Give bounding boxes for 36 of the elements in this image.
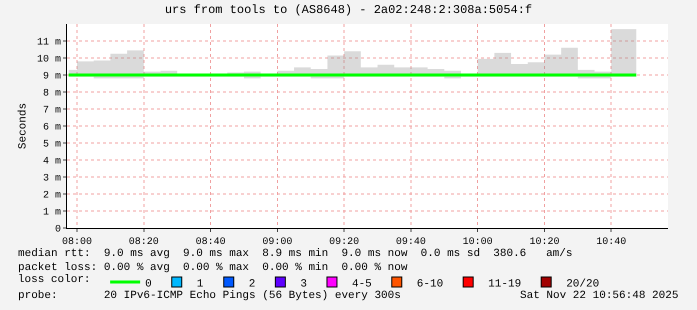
legend-label: 0 (145, 278, 152, 290)
legend-label: 1 (196, 278, 204, 290)
y-tick-label: 10 m (36, 54, 61, 66)
text: probe: 20 IPv6-ICMP Echo Pings (56 Bytes) every 300s (18, 290, 401, 302)
y-tick-label: 1 m (42, 208, 61, 218)
x-tick-label: 08:20 (128, 237, 159, 248)
x-tick-label: 10:00 (462, 237, 493, 248)
y-tick-label: 4 m (42, 156, 61, 168)
y-axis-title: Seconds (18, 102, 30, 150)
x-tick-label: 08:00 (62, 237, 92, 248)
x-tick-label: 08:40 (196, 237, 226, 248)
x-tick-label: 09:20 (329, 237, 360, 248)
y-tick-label: 0 (54, 224, 61, 236)
y-tick-label: 8 m (42, 88, 61, 100)
y-tick-label: 5 m (42, 140, 61, 150)
x-tick-label: 10:20 (529, 237, 560, 248)
legend-label: 11-19 (488, 278, 522, 290)
x-tick-label: 09:00 (262, 237, 292, 248)
legend-label: 4-5 (352, 278, 372, 290)
y-tick-label: 9 m (42, 72, 61, 82)
legend-label: 3 (300, 278, 307, 290)
chart-title: urs from tools to (AS8648) - 2a02:248:2:308a:5054:f (164, 3, 532, 18)
text: Sat Nov 22 10:56:48 2025 (520, 290, 678, 302)
text: median rtt: 9.0 ms avg 9.0 ms max 8.9 ms min 9.0 ms now 0.0 ms sd 380.6 am/s (18, 248, 572, 260)
y-tick-label: 6 m (42, 122, 61, 134)
y-tick-label: 2 m (42, 190, 61, 202)
legend-title: loss color: (18, 274, 98, 286)
y-tick-label: 3 m (42, 174, 61, 184)
y-tick-label: 7 m (42, 106, 61, 116)
text: packet loss: 0.00 % avg 0.00 % max 0.00 % min 0.00 % now (18, 262, 408, 274)
x-tick-label: 09:40 (396, 237, 426, 248)
y-tick-label: 11 m (36, 38, 61, 48)
legend-label: 20/20 (566, 278, 600, 290)
legend-label: 6-10 (416, 278, 444, 290)
legend-label: 2 (248, 278, 256, 290)
x-tick-label: 10:40 (596, 237, 626, 248)
